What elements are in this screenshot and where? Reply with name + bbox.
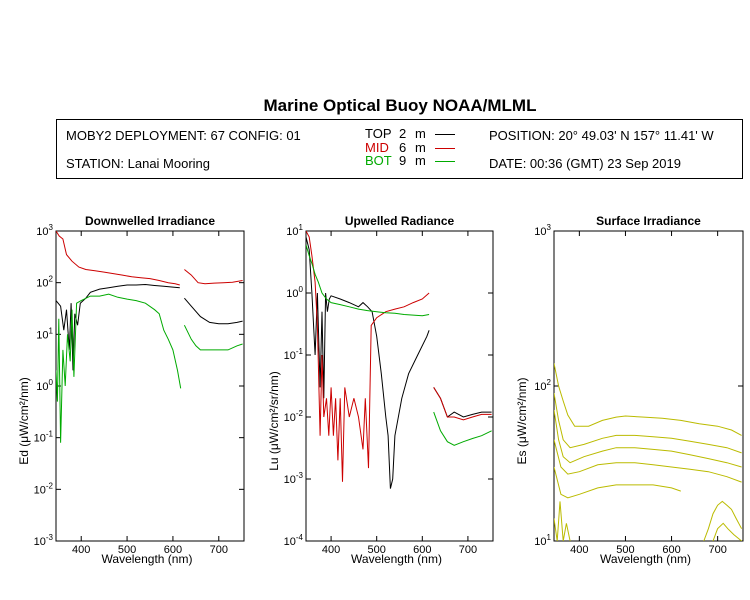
series-line [433,387,492,421]
legend-label-top: TOP [365,126,392,141]
x-tick-label: 500 [616,544,634,556]
chart-title: Downwelled Irradiance [85,214,215,228]
chart-title: Surface Irradiance [596,214,701,228]
legend-depth-top: 2 [399,126,407,141]
y-tick-label: 10-2 [34,481,54,496]
y-tick-label: 10-4 [284,533,304,548]
date-text: DATE: 00:36 (GMT) 23 Sep 2019 [489,156,681,171]
series-line [554,363,742,436]
main-title: Marine Optical Buoy NOAA/MLML [263,96,537,115]
y-axis-label: Lu (μW/cm²/sr/nm) [267,371,281,471]
y-tick-label: 103 [534,223,551,238]
y-tick-label: 100 [36,378,53,393]
x-axis-label: Wavelength (nm) [351,552,442,566]
legend-unit-bot: m [415,153,426,168]
x-tick-label: 500 [368,544,386,556]
y-tick-label: 10-2 [284,409,304,424]
series-line [703,500,743,541]
y-tick-label: 103 [36,223,53,238]
chart-1: Downwelled Irradiance 10-3 10-2 10-1 100 101 1… [17,214,245,566]
y-tick-label: 10-1 [284,347,304,362]
legend-line-bot [435,161,455,162]
x-tick-label: 600 [413,544,431,556]
series-line [306,236,430,489]
deployment-text: MOBY2 DEPLOYMENT: 67 CONFIG: 01 [66,128,301,143]
y-tick-label: 101 [36,326,53,341]
series-line [554,501,571,541]
x-tick-label: 600 [164,544,182,556]
x-tick-label: 600 [662,544,680,556]
chart-3: Surface Irradiance 101 102 103 400 500 600 700 W… [515,214,744,566]
x-tick-label: 700 [210,544,228,556]
x-tick-label: 400 [72,544,90,556]
legend-line-top [435,134,455,135]
y-axis-label: Es (μW/cm²/nm) [515,378,529,465]
legend-label-bot: BOT [365,153,392,168]
legend-unit-top: m [415,126,426,141]
y-tick-label: 101 [286,223,303,238]
legend-line-mid [435,148,455,149]
plot-frame [55,230,245,542]
legend-unit-mid: m [415,140,426,155]
plot-frame [553,230,744,542]
series-line [433,411,492,446]
position-text: POSITION: 20° 49.03' N 157° 11.41' W [489,128,714,143]
station-text: STATION: Lanai Mooring [66,156,211,171]
y-tick-label: 10-3 [34,533,54,548]
series-line [554,439,742,483]
series-line [184,297,243,325]
series-line [56,231,180,286]
y-axis-label: Ed (μW/cm²/nm) [17,377,31,465]
chart-title: Upwelled Radiance [345,214,455,228]
y-tick-label: 10-1 [34,430,54,445]
legend-depth-mid: 6 [399,140,407,155]
x-tick-label: 400 [322,544,340,556]
x-tick-label: 500 [118,544,136,556]
x-axis-label: Wavelength (nm) [600,552,691,566]
plot-frame [305,230,494,542]
series-line [183,324,243,351]
y-tick-label: 101 [534,533,551,548]
legend-label-mid: MID [365,140,389,155]
series-line [184,269,243,285]
y-tick-label: 102 [534,378,551,393]
x-axis-label: Wavelength (nm) [102,552,193,566]
series-line [306,231,430,482]
series-line [554,409,742,468]
info-box: MOBY2 DEPLOYMENT: 67 CONFIG: 01 STATION:… [56,119,743,179]
series-line [554,393,742,454]
series-line [56,293,182,443]
legend-depth-bot: 9 [399,153,407,168]
y-tick-label: 10-3 [284,471,304,486]
x-tick-label: 400 [570,544,588,556]
y-tick-label: 102 [36,275,53,290]
x-tick-label: 700 [459,544,477,556]
series-line [306,244,430,317]
series-line [554,466,681,499]
chart-2: Upwelled Radiance 10-4 10-3 10-2 10-1 100 101 4… [267,214,494,566]
series-line [712,522,742,541]
x-tick-label: 700 [708,544,726,556]
y-tick-label: 100 [286,285,303,300]
series-line [56,283,180,371]
